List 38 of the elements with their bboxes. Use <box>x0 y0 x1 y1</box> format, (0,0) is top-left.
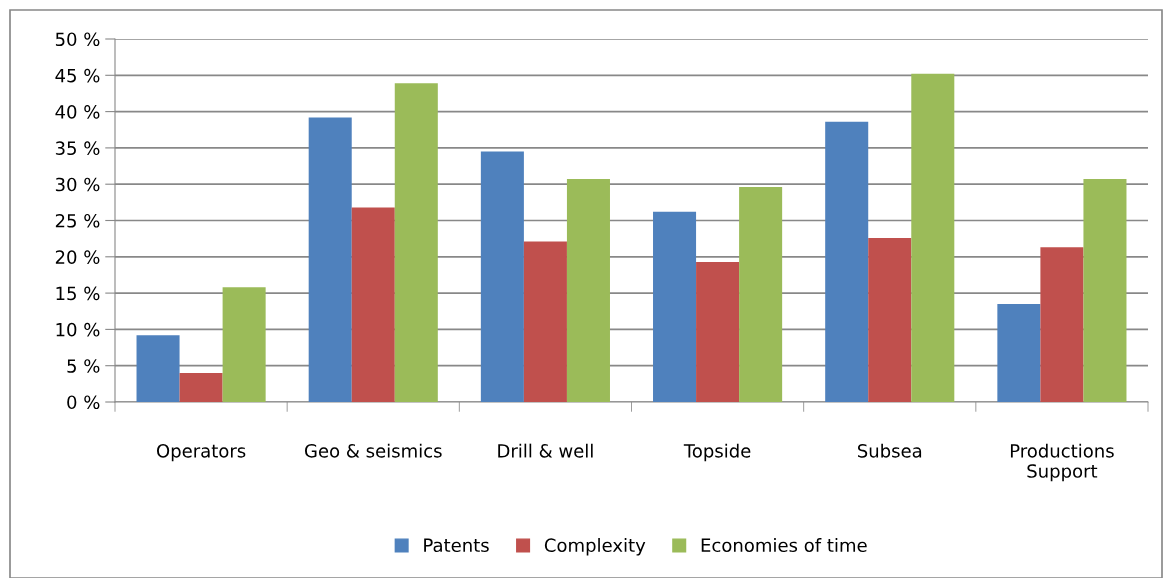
y-tick-label: 40 % <box>55 105 100 119</box>
x-tick-label: Subsea <box>857 443 922 458</box>
bar <box>179 372 223 402</box>
y-tick-label: 35 % <box>55 141 100 156</box>
y-tick-label: 15 % <box>56 286 100 301</box>
bar <box>825 121 869 402</box>
x-tick-label: Topside <box>683 443 751 462</box>
bar <box>394 83 438 402</box>
x-tick-label: Productions Support <box>1010 443 1114 482</box>
y-tick-label: 0 % <box>67 395 100 410</box>
bar <box>222 287 266 402</box>
bar <box>136 335 180 402</box>
y-tick-label: 45 % <box>55 68 100 83</box>
bar <box>1083 179 1127 402</box>
x-tick-label: Geo & seismics <box>304 443 442 458</box>
y-tick-label: 50 % <box>55 32 100 47</box>
bar <box>696 261 740 402</box>
legend-label: Patents <box>424 538 489 553</box>
bar <box>997 303 1041 402</box>
y-tick-label: 25 % <box>55 213 100 228</box>
bar <box>868 237 912 402</box>
bar <box>911 73 955 402</box>
y-tick-label: 10 % <box>56 322 100 337</box>
y-tick-label: 20 % <box>55 250 100 264</box>
bar <box>523 241 567 402</box>
bar <box>653 211 697 402</box>
bar <box>566 179 610 402</box>
legend-label: Complexity <box>544 538 646 556</box>
x-tick-label: Drill & well <box>498 443 593 458</box>
bar <box>351 207 395 402</box>
bar <box>1040 247 1084 402</box>
bar <box>739 187 783 402</box>
y-tick-label: 30 % <box>55 177 100 192</box>
x-tick-label: Operators <box>156 443 246 462</box>
legend-label: Economies of time <box>701 538 867 553</box>
bar <box>480 151 524 402</box>
y-tick-label: 5 % <box>67 359 100 373</box>
bar <box>308 117 352 402</box>
